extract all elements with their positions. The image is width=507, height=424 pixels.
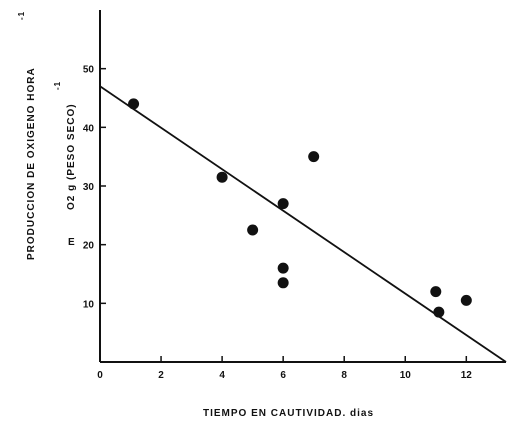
data-point xyxy=(308,151,320,163)
data-point xyxy=(216,171,228,183)
x-tick-label: 6 xyxy=(280,370,286,381)
data-point xyxy=(277,198,289,210)
x-tick-label: 0 xyxy=(97,370,103,381)
y-axis-label-line-1: PRODUCCION DE OXIGENO HORA xyxy=(26,67,37,260)
x-tick-label: 4 xyxy=(219,370,225,381)
regression-line xyxy=(99,85,507,363)
data-point xyxy=(277,277,289,289)
y-tick-label: 10 xyxy=(83,299,95,310)
y-axis-label-line-3: E xyxy=(68,237,76,248)
y-tick-label: 30 xyxy=(83,182,95,193)
x-ticks: 0 2 4 6 8 10 12 xyxy=(97,356,472,381)
y-tick-label: 20 xyxy=(83,241,95,252)
y-tick-label: 50 xyxy=(83,65,95,76)
y-axis-label: PRODUCCION DE OXIGENO HORA -1 O2 g (PESO… xyxy=(17,11,77,260)
data-point xyxy=(247,224,259,236)
y-ticks: 10 20 30 40 50 xyxy=(83,65,106,310)
axes xyxy=(99,10,506,363)
x-tick-label: 12 xyxy=(461,370,473,381)
y-axis-label-line-2: O2 g (PESO SECO) xyxy=(66,103,77,210)
x-axis-label: TIEMPO EN CAUTIVIDAD. dias xyxy=(203,408,374,419)
data-point xyxy=(128,98,140,110)
data-point xyxy=(277,262,289,274)
data-points xyxy=(128,98,472,318)
data-point xyxy=(430,286,442,298)
x-tick-label: 10 xyxy=(400,370,412,381)
x-tick-label: 8 xyxy=(341,370,347,381)
data-point xyxy=(433,306,445,318)
y-axis-label-superscript: -1 xyxy=(17,11,26,20)
y-axis-label-superscript-2: -1 xyxy=(53,81,62,90)
x-tick-label: 2 xyxy=(158,370,164,381)
y-tick-label: 40 xyxy=(83,123,95,134)
data-point xyxy=(460,294,472,306)
